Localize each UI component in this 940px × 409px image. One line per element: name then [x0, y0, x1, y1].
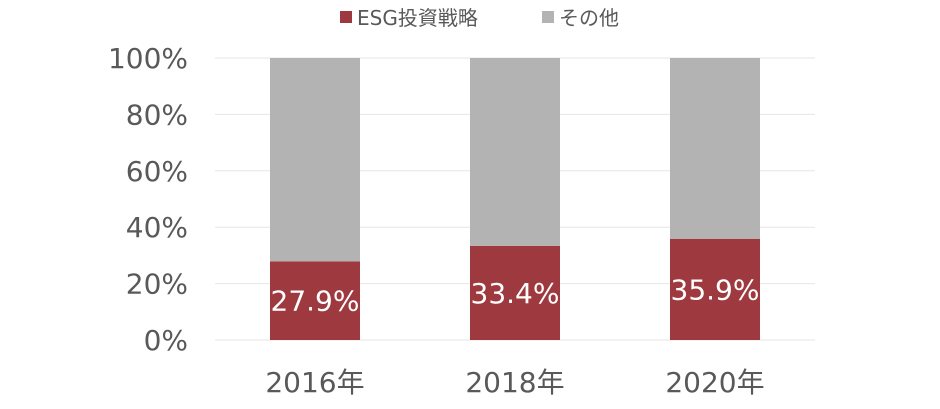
y-axis: 0% 20% 40% 60% 80% 100% — [108, 42, 188, 357]
y-tick-label: 0% — [144, 324, 188, 357]
data-label: 33.4% — [471, 277, 560, 310]
y-tick-label: 40% — [126, 211, 188, 244]
legend-label: その他 — [559, 6, 619, 30]
data-labels: 27.9% 33.4% 35.9% — [271, 273, 760, 317]
bar-other-segment — [270, 58, 360, 262]
legend-label: ESG投資戦略 — [357, 6, 478, 30]
bar-esg-segment — [670, 238, 760, 340]
bar-esg-segment — [270, 261, 360, 340]
data-label: 35.9% — [671, 273, 760, 306]
bar-esg-segment — [470, 245, 560, 340]
y-tick-label: 60% — [126, 155, 188, 188]
y-tick-label: 100% — [108, 42, 188, 75]
x-tick-label: 2016年 — [265, 366, 364, 399]
x-tick-label: 2018年 — [465, 366, 564, 399]
data-label: 27.9% — [271, 285, 360, 318]
bar-other-segment — [670, 58, 760, 239]
bars — [270, 58, 760, 340]
y-tick-label: 80% — [126, 98, 188, 131]
y-tick-label: 20% — [126, 268, 188, 301]
x-tick-label: 2020年 — [665, 366, 764, 399]
legend-swatch-other — [542, 11, 554, 23]
x-axis: 2016年 2018年 2020年 — [265, 366, 764, 399]
legend-swatch-esg — [340, 11, 352, 23]
legend: ESG投資戦略 その他 — [340, 6, 619, 30]
bar-other-segment — [470, 58, 560, 246]
